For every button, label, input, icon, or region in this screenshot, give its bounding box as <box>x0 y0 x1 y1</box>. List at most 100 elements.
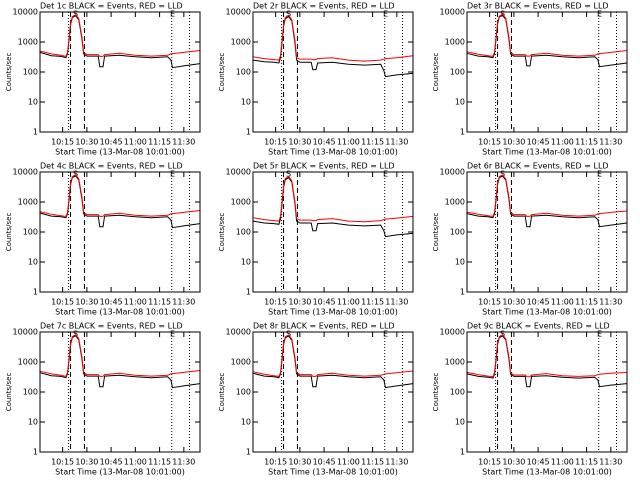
annotation: E <box>170 330 175 339</box>
x-tick-label: 10:15 <box>478 298 501 307</box>
panel-title: Det 4c BLACK = Events, RED = LLD <box>40 162 183 171</box>
y-tick-label: 10 <box>28 98 38 107</box>
y-tick-label: 100 <box>236 68 251 77</box>
panel: Det 6r BLACK = Events, RED = LLD Counts/s… <box>432 162 628 317</box>
x-tick-label: 10:15 <box>264 458 287 467</box>
y-tick-label: 1000 <box>445 38 465 47</box>
y-axis-label: Counts/sec <box>432 373 440 412</box>
annotation: E <box>383 330 388 339</box>
x-tick-label: 10:45 <box>527 298 550 307</box>
x-tick-label: 11:15 <box>575 458 598 467</box>
y-tick-label: 10000 <box>226 328 251 337</box>
x-axis-label: Start Time (13-Mar-08 10:01:00) <box>55 308 185 317</box>
x-tick-label: 11:00 <box>337 298 360 307</box>
y-tick-label: 1 <box>460 288 465 297</box>
x-tick-label: 10:45 <box>100 138 123 147</box>
x-tick-label: 10:45 <box>527 138 550 147</box>
y-axis-label: Counts/sec <box>5 213 13 252</box>
annotation: E <box>597 330 602 339</box>
x-tick-label: 11:15 <box>575 138 598 147</box>
x-tick-label: 10:15 <box>51 298 74 307</box>
series-line <box>466 13 628 57</box>
y-tick-label: 1000 <box>231 38 251 47</box>
x-tick-label: 11:00 <box>551 298 574 307</box>
plot-frame <box>39 331 201 453</box>
series-line <box>39 333 201 377</box>
x-tick-label: 10:45 <box>527 458 550 467</box>
y-tick-label: 10000 <box>440 8 465 17</box>
y-axis-label: Counts/sec <box>218 373 226 412</box>
panel-title: Det 1c BLACK = Events, RED = LLD <box>40 2 183 11</box>
y-tick-label: 1 <box>460 128 465 137</box>
x-tick-label: 11:30 <box>172 298 195 307</box>
series-line <box>252 176 414 238</box>
panel-title: Det 8r BLACK = Events, RED = LLD <box>253 322 395 331</box>
x-axis-label: Start Time (13-Mar-08 10:01:00) <box>55 148 185 157</box>
y-tick-label: 10000 <box>440 168 465 177</box>
series-line <box>466 174 628 217</box>
x-tick-label: 11:00 <box>337 138 360 147</box>
y-tick-label: 1 <box>246 448 251 457</box>
x-tick-label: 10:30 <box>502 458 525 467</box>
y-tick-label: 1000 <box>18 198 38 207</box>
panel: Det 4c BLACK = Events, RED = LLD Counts/s… <box>5 162 201 317</box>
y-tick-label: 1000 <box>231 198 251 207</box>
y-axis-label: Counts/sec <box>432 213 440 252</box>
series-line <box>466 334 628 378</box>
y-tick-label: 1 <box>460 448 465 457</box>
series-line <box>252 175 414 223</box>
x-tick-label: 11:15 <box>361 458 384 467</box>
panel-title: Det 3r BLACK = Events, RED = LLD <box>467 2 609 11</box>
annotation: S <box>73 170 78 179</box>
panel: Det 9c BLACK = Events, RED = LLD Counts/s… <box>432 322 628 477</box>
panel-title: Det 9c BLACK = Events, RED = LLD <box>467 322 610 331</box>
x-tick-label: 10:30 <box>75 458 98 467</box>
plot-frame <box>252 171 414 293</box>
annotation: E <box>170 170 175 179</box>
x-tick-label: 10:45 <box>313 138 336 147</box>
y-tick-label: 10 <box>455 258 465 267</box>
y-tick-label: 10 <box>241 258 251 267</box>
panel-title: Det 2r BLACK = Events, RED = LLD <box>253 2 395 11</box>
x-tick-label: 11:30 <box>385 298 408 307</box>
x-tick-label: 10:45 <box>313 298 336 307</box>
y-tick-label: 10000 <box>226 168 251 177</box>
x-axis-label: Start Time (13-Mar-08 10:01:00) <box>482 148 612 157</box>
x-tick-label: 10:15 <box>478 458 501 467</box>
x-tick-label: 10:30 <box>288 138 311 147</box>
y-tick-label: 100 <box>236 388 251 397</box>
x-tick-label: 10:15 <box>264 298 287 307</box>
y-tick-label: 10000 <box>226 8 251 17</box>
y-tick-label: 100 <box>450 228 465 237</box>
y-tick-label: 1 <box>33 288 38 297</box>
panel: Det 2r BLACK = Events, RED = LLD Counts/s… <box>218 2 414 157</box>
y-tick-label: 10000 <box>13 168 38 177</box>
y-tick-label: 10 <box>241 98 251 107</box>
annotation: S <box>286 330 291 339</box>
y-axis-label: Counts/sec <box>432 53 440 92</box>
x-tick-label: 11:30 <box>172 458 195 467</box>
x-tick-label: 11:15 <box>148 138 171 147</box>
annotation: E <box>597 170 602 179</box>
x-tick-label: 10:15 <box>264 138 287 147</box>
series-line <box>39 335 201 389</box>
panel-title: Det 7c BLACK = Events, RED = LLD <box>40 322 183 331</box>
series-line <box>39 15 201 69</box>
annotation: E <box>383 10 388 19</box>
series-line <box>39 174 201 217</box>
panel-title: Det 5r BLACK = Events, RED = LLD <box>253 162 395 171</box>
x-tick-label: 10:15 <box>51 138 74 147</box>
y-tick-label: 10 <box>455 418 465 427</box>
y-tick-label: 100 <box>450 68 465 77</box>
x-tick-label: 10:30 <box>75 298 98 307</box>
x-tick-label: 10:45 <box>313 458 336 467</box>
annotation: E <box>383 170 388 179</box>
plot-frame <box>466 171 628 293</box>
plot-frame <box>252 331 414 453</box>
x-tick-label: 11:30 <box>172 138 195 147</box>
y-tick-label: 10 <box>28 418 38 427</box>
x-tick-label: 11:30 <box>599 298 622 307</box>
x-tick-label: 11:15 <box>148 298 171 307</box>
